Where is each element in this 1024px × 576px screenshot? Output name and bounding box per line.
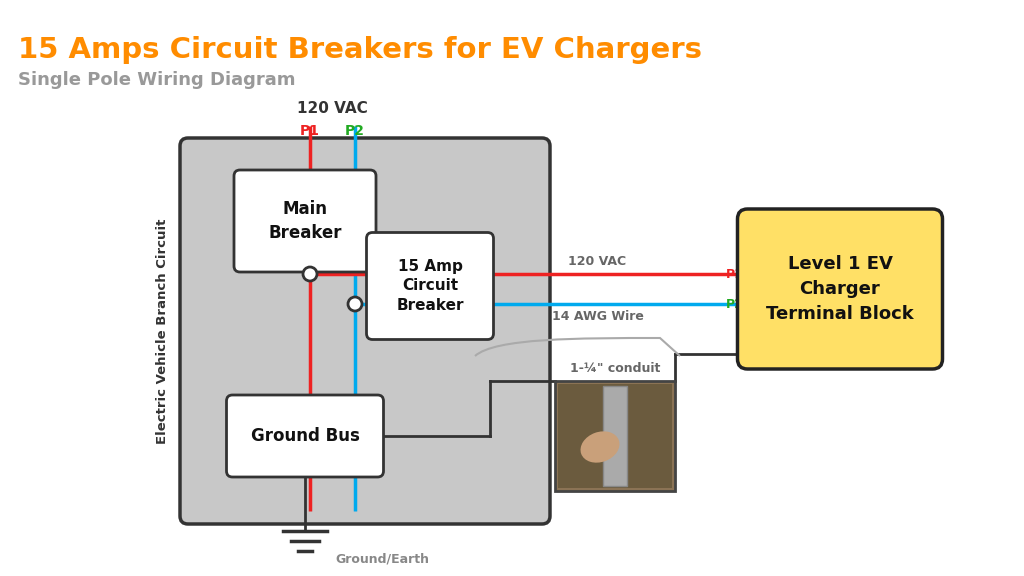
FancyBboxPatch shape [234,170,376,272]
Text: 120 VAC: 120 VAC [297,101,368,116]
Text: P1: P1 [726,267,743,281]
FancyBboxPatch shape [367,233,494,339]
FancyBboxPatch shape [555,381,675,491]
Text: Level 1 EV
Charger
Terminal Block: Level 1 EV Charger Terminal Block [766,255,913,323]
Circle shape [348,297,362,311]
Text: 14 AWG Wire: 14 AWG Wire [552,310,643,323]
Text: 120 VAC: 120 VAC [568,255,627,268]
FancyBboxPatch shape [180,138,550,524]
Text: P1: P1 [300,124,319,138]
Text: 1-¼" conduit: 1-¼" conduit [569,362,660,375]
Circle shape [303,267,317,281]
FancyBboxPatch shape [737,209,942,369]
Text: 15 Amps Circuit Breakers for EV Chargers: 15 Amps Circuit Breakers for EV Chargers [18,36,702,64]
Text: P2: P2 [345,124,365,138]
Text: P2: P2 [726,297,743,310]
Text: Single Pole Wiring Diagram: Single Pole Wiring Diagram [18,71,296,89]
Text: Ground/Earth: Ground/Earth [335,553,429,566]
FancyBboxPatch shape [226,395,384,477]
Text: Electric Vehicle Branch Circuit: Electric Vehicle Branch Circuit [157,218,170,444]
FancyBboxPatch shape [558,384,672,488]
FancyBboxPatch shape [603,386,627,486]
Ellipse shape [581,431,620,463]
Text: Main
Breaker: Main Breaker [268,200,342,242]
Text: 15 Amp
Circuit
Breaker: 15 Amp Circuit Breaker [396,259,464,313]
Text: Ground Bus: Ground Bus [251,427,359,445]
